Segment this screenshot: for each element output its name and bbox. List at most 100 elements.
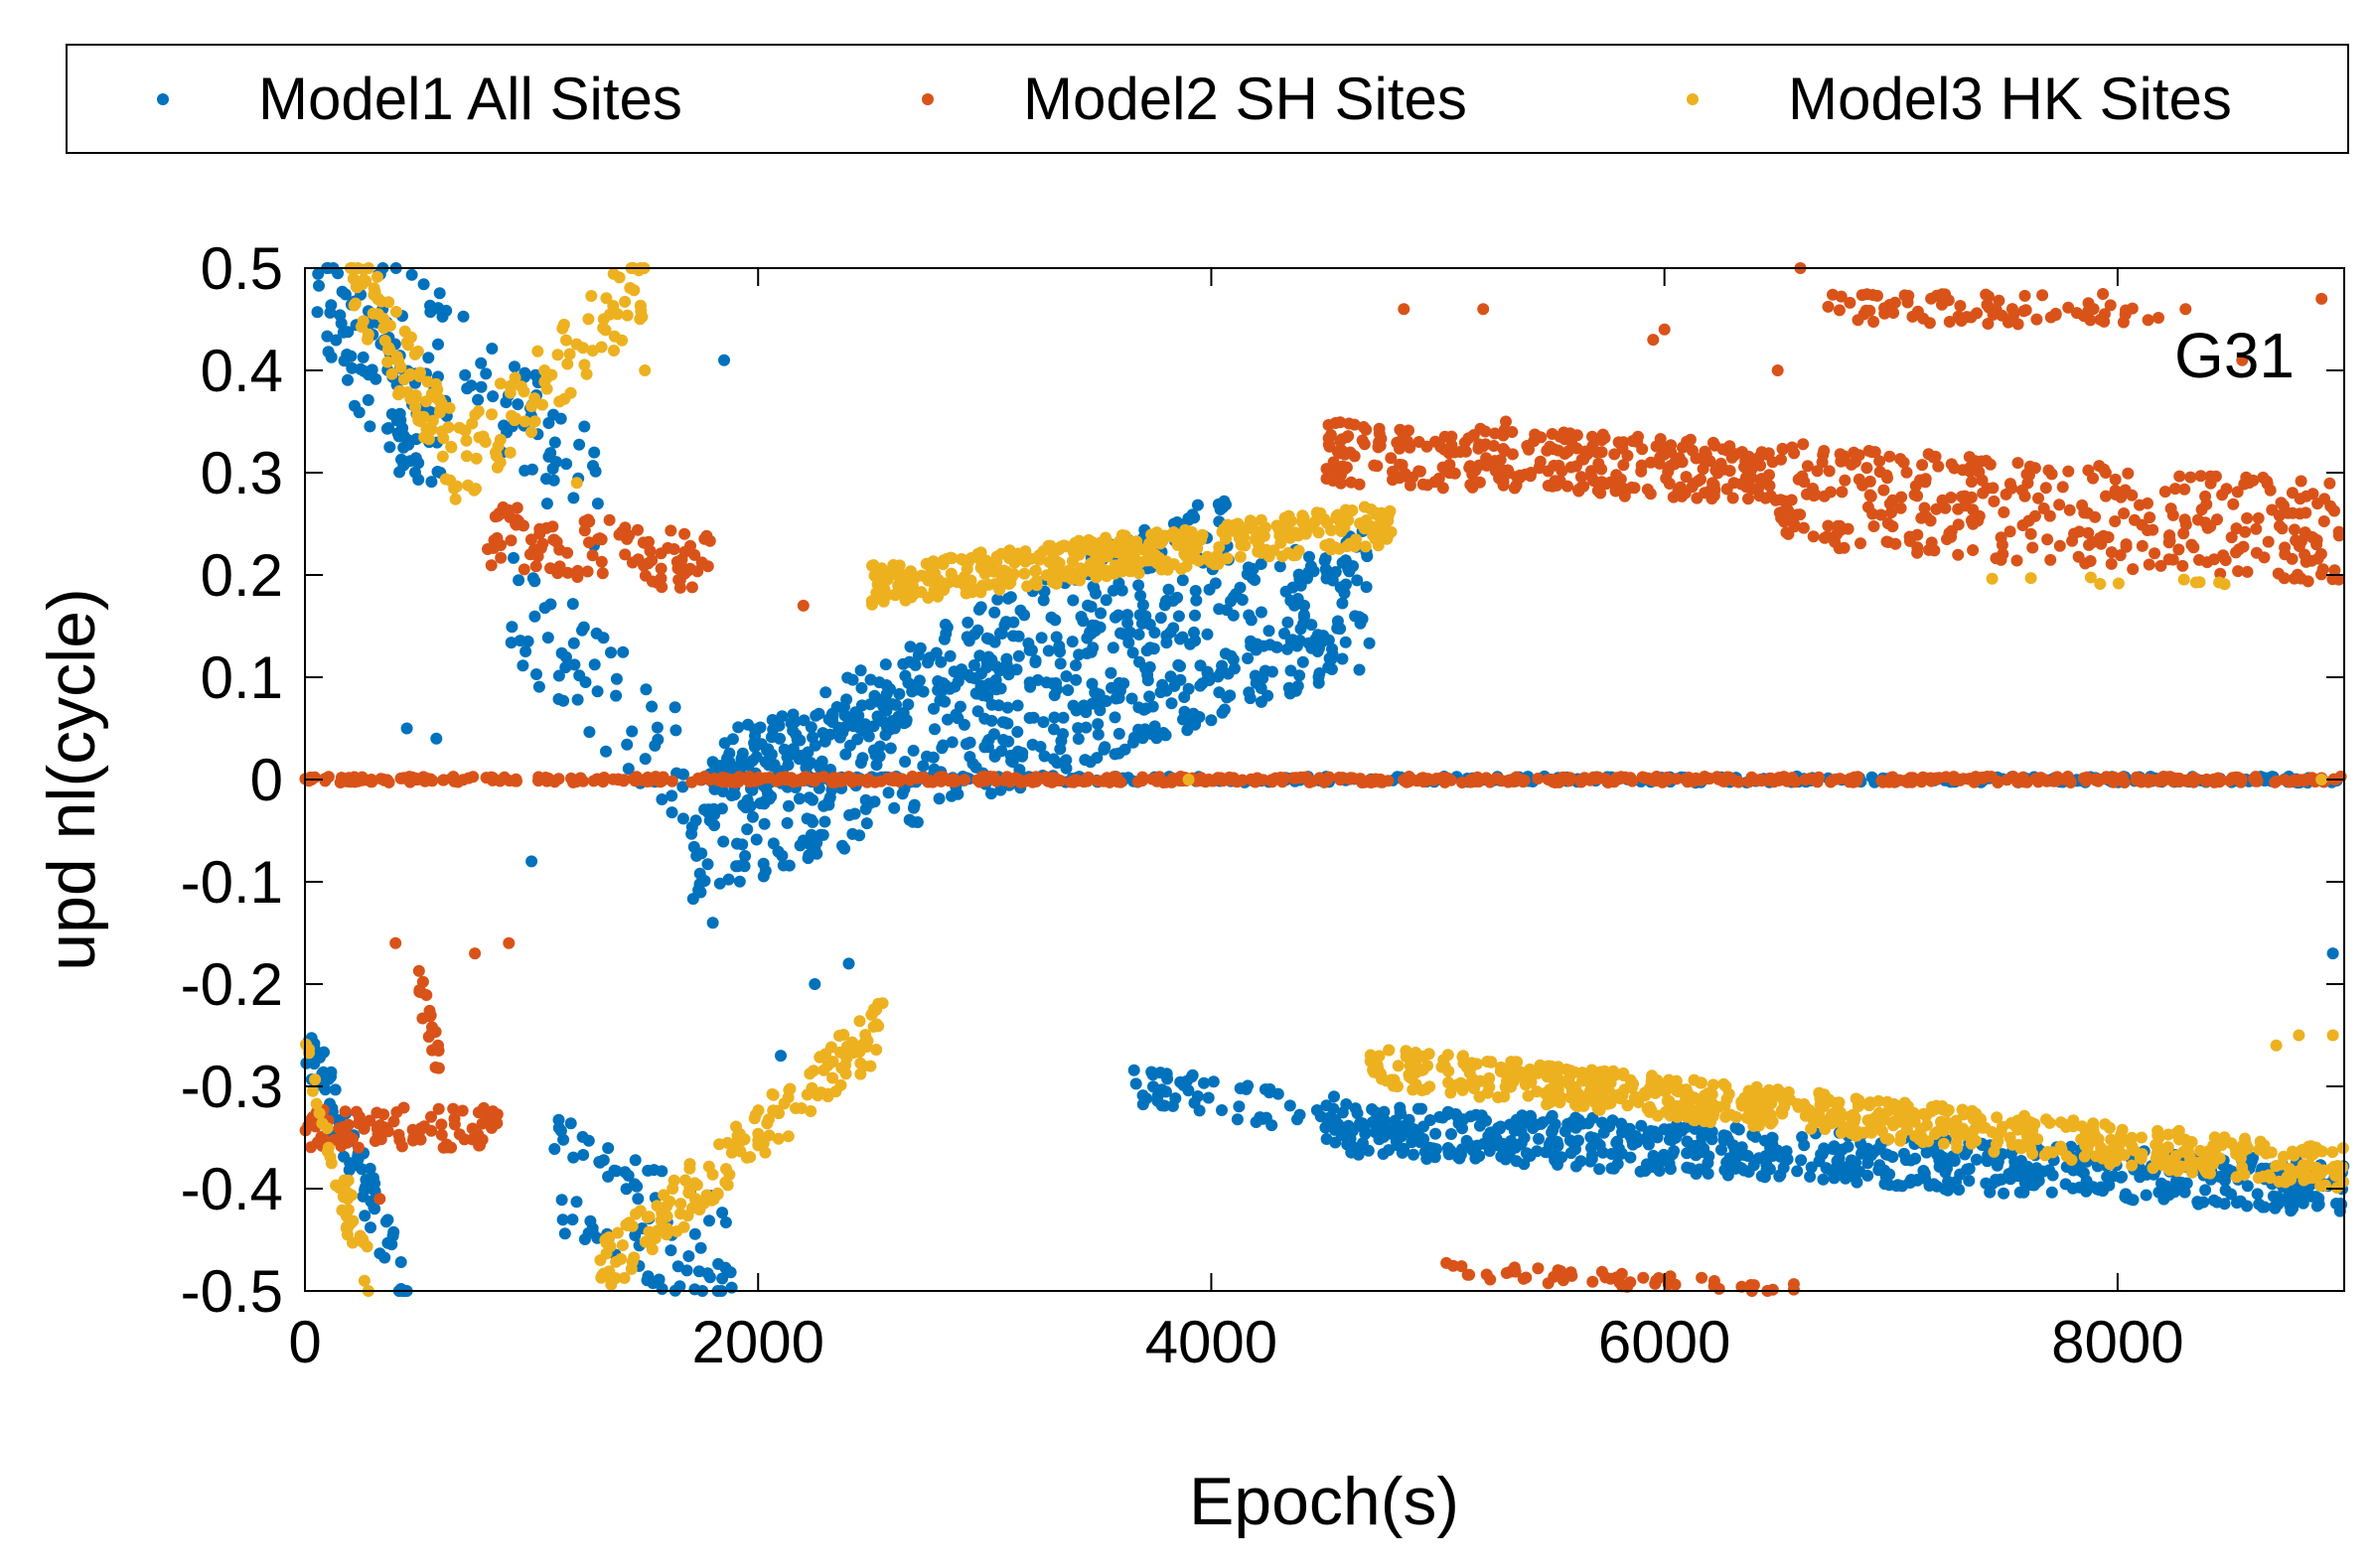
data-point xyxy=(1776,443,1789,456)
data-point xyxy=(1070,704,1083,717)
data-point xyxy=(1323,1111,1335,1124)
data-point xyxy=(1845,458,1857,471)
data-point xyxy=(1463,462,1476,474)
data-point xyxy=(1057,728,1069,741)
data-point xyxy=(1080,721,1093,734)
data-point xyxy=(547,408,560,421)
data-point xyxy=(1737,1164,1750,1177)
data-point xyxy=(1574,774,1587,786)
data-point xyxy=(1060,754,1073,767)
data-point xyxy=(1817,1173,1830,1186)
data-point xyxy=(2046,1169,2059,1182)
data-point xyxy=(1176,574,1189,587)
data-point xyxy=(1735,1280,1748,1293)
data-point xyxy=(400,336,413,349)
data-point xyxy=(340,1188,353,1200)
data-point xyxy=(2149,547,2161,560)
data-point xyxy=(928,702,940,715)
data-point xyxy=(449,493,462,505)
data-point xyxy=(2121,1192,2134,1205)
data-point xyxy=(1976,474,1989,487)
data-point xyxy=(340,1221,353,1234)
data-point xyxy=(2201,521,2214,534)
data-point xyxy=(2130,771,2143,784)
data-point xyxy=(935,655,948,668)
data-point xyxy=(558,1227,571,1240)
data-point xyxy=(342,1174,355,1187)
data-point xyxy=(1506,448,1519,461)
data-point xyxy=(688,1283,701,1296)
data-point xyxy=(1649,775,1662,787)
data-point xyxy=(838,842,851,855)
data-point xyxy=(873,750,886,763)
data-point xyxy=(1860,288,1873,301)
data-point xyxy=(2152,312,2164,324)
data-point xyxy=(418,775,431,787)
data-point xyxy=(425,476,438,489)
data-point xyxy=(1807,530,1820,543)
data-point xyxy=(1242,652,1255,664)
data-point xyxy=(1818,531,1831,544)
data-point xyxy=(1085,557,1098,570)
data-point xyxy=(944,649,957,662)
data-point xyxy=(1072,733,1085,745)
data-point xyxy=(362,328,374,341)
data-point xyxy=(632,1193,645,1206)
data-point xyxy=(1865,1149,1877,1162)
data-point xyxy=(339,1105,352,1118)
data-point xyxy=(1018,609,1031,622)
data-point xyxy=(2142,497,2153,509)
data-point xyxy=(673,574,686,586)
data-point xyxy=(1593,1163,1606,1176)
data-point xyxy=(1375,513,1388,526)
data-point xyxy=(911,816,924,828)
data-point xyxy=(1084,756,1097,769)
data-point xyxy=(1668,1145,1681,1158)
data-point xyxy=(691,565,704,578)
data-point xyxy=(1067,594,1080,607)
data-point xyxy=(2152,1186,2165,1199)
data-point xyxy=(1191,1090,1204,1102)
data-point xyxy=(893,775,906,787)
data-point xyxy=(1092,718,1105,731)
data-point xyxy=(325,299,338,312)
data-point xyxy=(759,1146,772,1159)
data-point xyxy=(1902,289,1915,302)
data-point xyxy=(1515,1125,1528,1138)
data-point xyxy=(1759,492,1772,504)
data-point xyxy=(577,1149,590,1161)
data-point xyxy=(2258,551,2271,564)
data-point xyxy=(597,313,610,326)
data-point xyxy=(2068,527,2080,540)
data-point xyxy=(1613,1276,1626,1289)
data-point xyxy=(1462,432,1475,445)
data-point xyxy=(775,1050,787,1063)
data-point xyxy=(2062,465,2075,478)
data-point xyxy=(1228,662,1241,675)
data-point xyxy=(1322,438,1335,451)
data-point xyxy=(2277,1194,2290,1207)
data-point xyxy=(400,722,413,735)
data-point xyxy=(468,484,481,497)
data-point xyxy=(1291,679,1304,692)
data-point xyxy=(808,1065,819,1077)
data-point xyxy=(1516,774,1529,786)
data-point xyxy=(809,978,821,990)
data-point xyxy=(1883,299,1896,311)
data-point xyxy=(691,772,704,784)
data-point xyxy=(2227,498,2240,510)
data-point xyxy=(353,1110,366,1123)
data-point xyxy=(1545,1135,1558,1148)
data-point xyxy=(1823,465,1836,478)
data-point xyxy=(1366,1103,1379,1115)
data-point xyxy=(425,1027,438,1040)
data-point xyxy=(773,1107,785,1120)
data-point xyxy=(310,1097,323,1110)
data-point xyxy=(622,763,635,776)
data-point xyxy=(1182,536,1195,549)
data-point xyxy=(656,581,668,594)
data-point xyxy=(1168,679,1181,692)
data-point xyxy=(1278,511,1291,524)
data-point xyxy=(1430,1143,1442,1156)
data-point xyxy=(2199,1184,2212,1197)
